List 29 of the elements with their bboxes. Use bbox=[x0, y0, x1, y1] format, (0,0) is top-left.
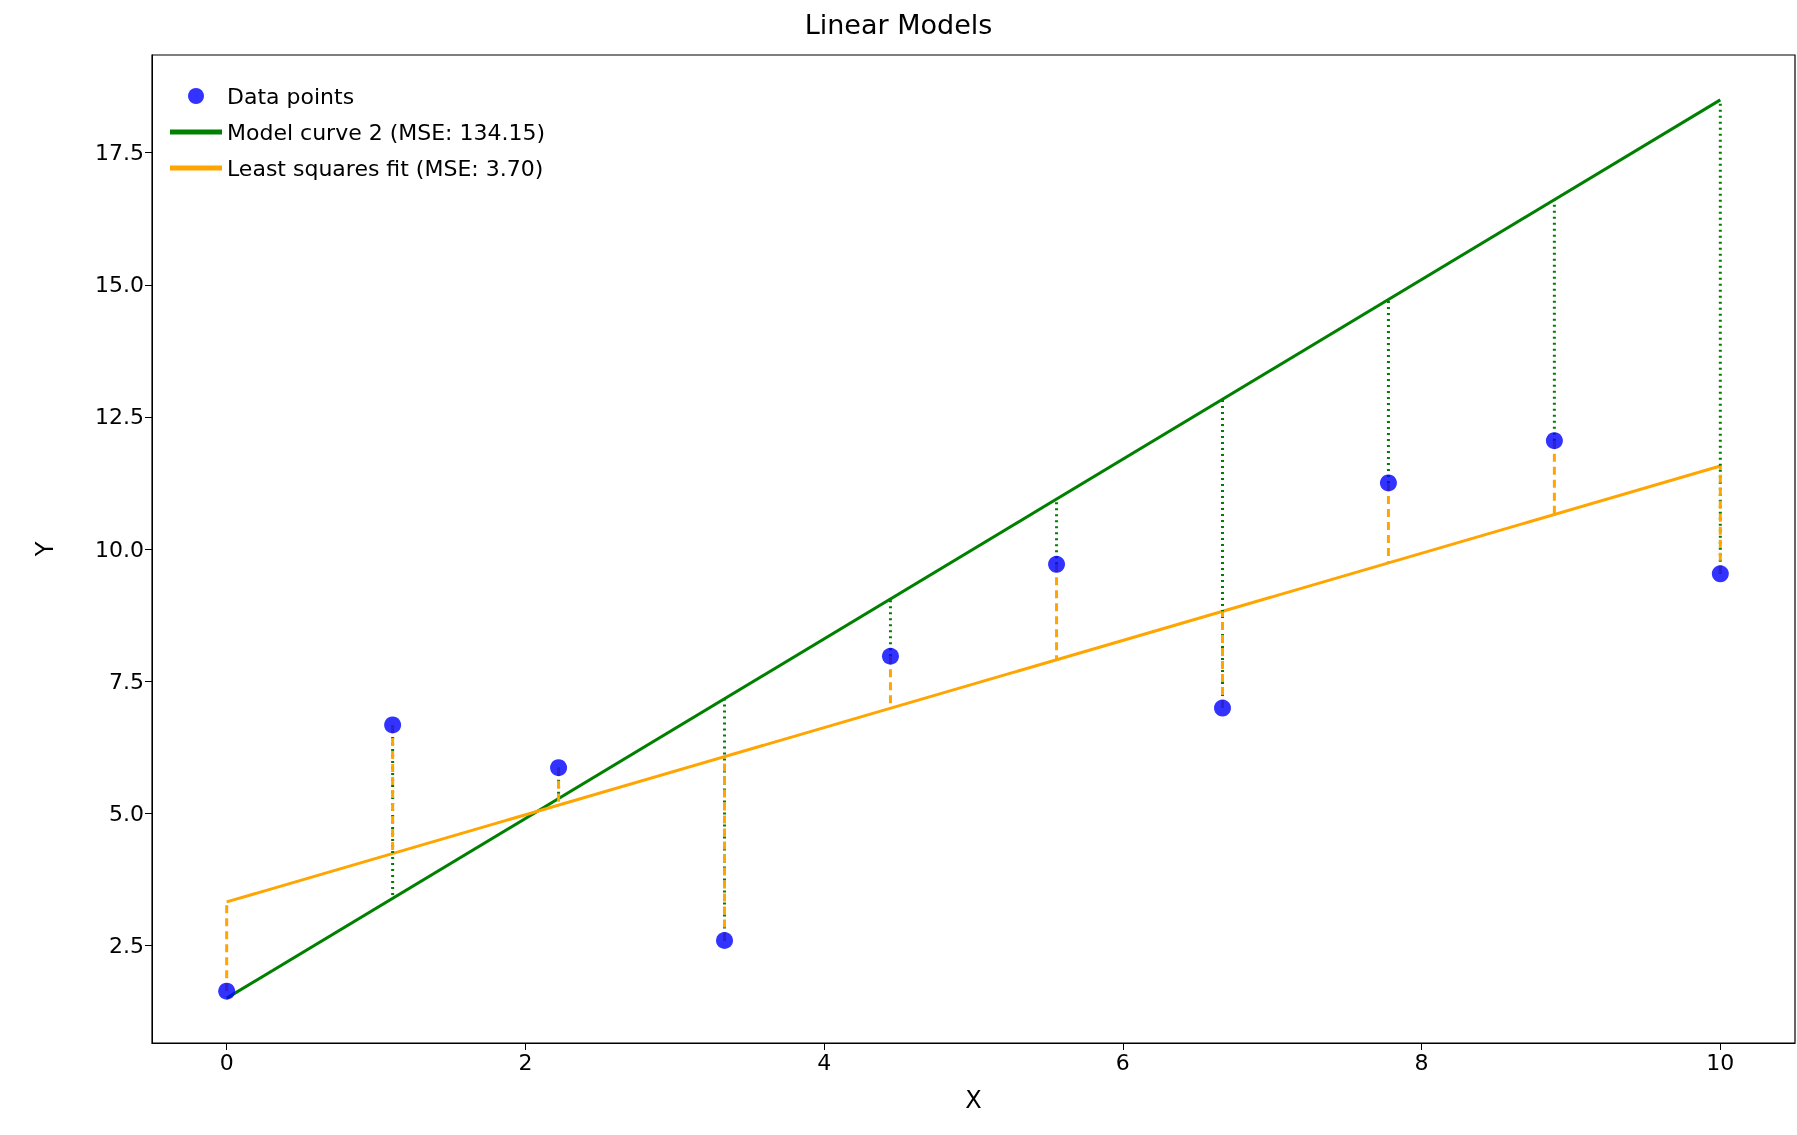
y-axis-title: Y bbox=[31, 541, 59, 558]
y-tick-label: 17.5 bbox=[95, 140, 144, 166]
x-tick-label: 0 bbox=[219, 1049, 234, 1075]
y-tick-label: 2.5 bbox=[109, 932, 144, 958]
point bbox=[1214, 699, 1231, 717]
y-tick-label: 7.5 bbox=[109, 668, 144, 694]
y-tick-label: 10.0 bbox=[95, 536, 144, 562]
y-tick-label: 5.0 bbox=[109, 800, 144, 826]
point bbox=[716, 932, 734, 949]
x-tick-label: 8 bbox=[1414, 1049, 1429, 1075]
legend-label: Model curve 2 (MSE: 134.15) bbox=[227, 119, 546, 145]
legend-label: Data points bbox=[227, 83, 355, 109]
x-tick-label: 2 bbox=[518, 1049, 533, 1075]
x-tick-label: 10 bbox=[1706, 1049, 1735, 1075]
chart-title: Linear Models bbox=[804, 9, 993, 40]
y-tick-label: 12.5 bbox=[95, 404, 144, 430]
point bbox=[1379, 474, 1397, 492]
legend-label: Least squares fit (MSE: 3.70) bbox=[227, 155, 544, 181]
point bbox=[550, 759, 568, 777]
point bbox=[1711, 565, 1729, 583]
x-tick-label: 4 bbox=[817, 1049, 832, 1075]
point bbox=[881, 647, 899, 665]
point bbox=[1048, 555, 1066, 573]
y-tick-label: 15.0 bbox=[95, 272, 144, 298]
x-tick-label: 6 bbox=[1115, 1049, 1130, 1075]
point bbox=[384, 716, 402, 734]
x-axis-title: X bbox=[965, 1086, 982, 1114]
point bbox=[1545, 432, 1563, 450]
point bbox=[218, 982, 236, 1000]
